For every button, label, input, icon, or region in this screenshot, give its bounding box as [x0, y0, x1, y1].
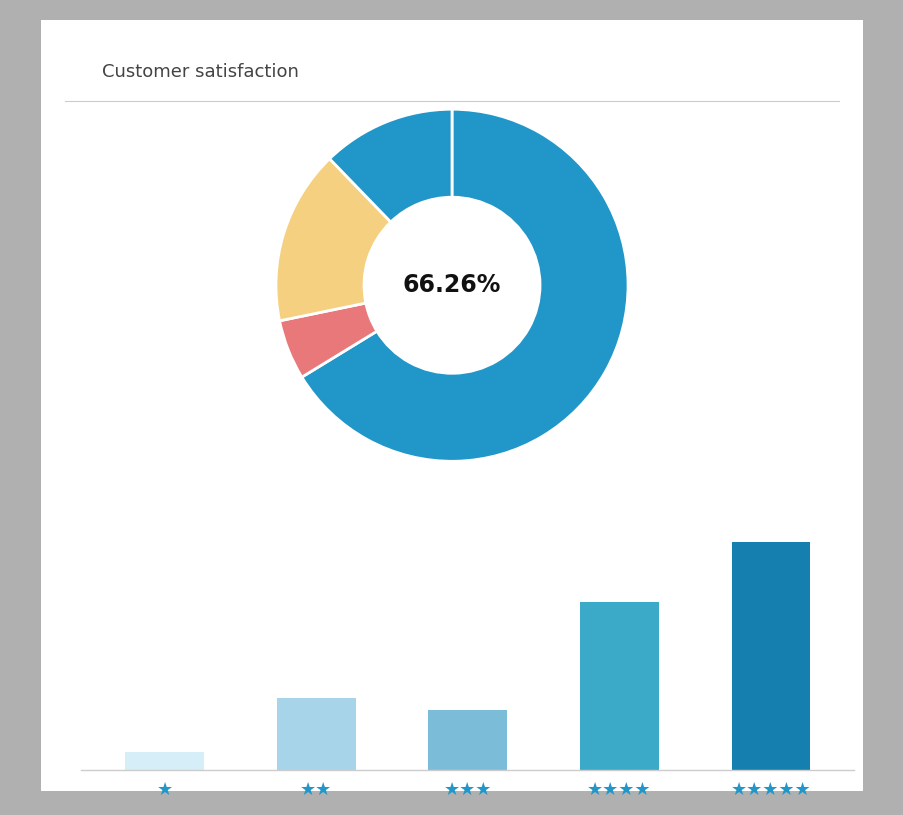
Bar: [428, 710, 507, 770]
Wedge shape: [302, 109, 628, 461]
Wedge shape: [330, 109, 452, 222]
Bar: [126, 752, 204, 770]
Text: 66.26%: 66.26%: [403, 273, 500, 297]
Bar: [580, 602, 658, 770]
Text: Customer satisfaction: Customer satisfaction: [102, 63, 299, 81]
Wedge shape: [279, 303, 377, 377]
Wedge shape: [275, 159, 390, 321]
Bar: [731, 542, 809, 770]
Bar: [276, 698, 355, 770]
